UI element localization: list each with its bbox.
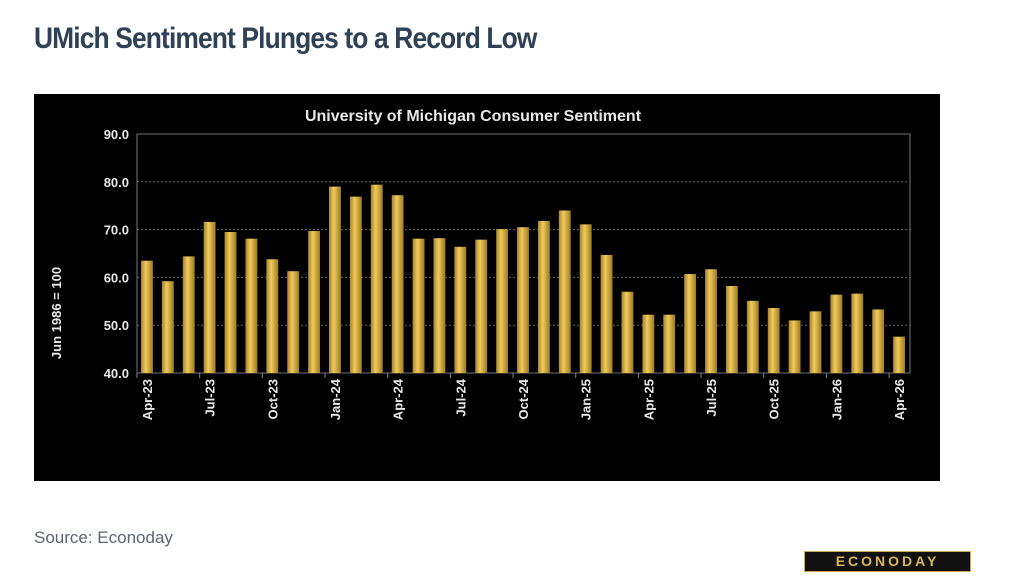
bar [266, 259, 279, 373]
headline: UMich Sentiment Plunges to a Record Low [34, 22, 537, 55]
bar [684, 274, 697, 373]
bar [391, 195, 404, 373]
bar [245, 238, 258, 373]
bar [412, 238, 425, 373]
bar [621, 291, 634, 373]
y-tick-label: 70.0 [104, 223, 129, 238]
bar [433, 238, 446, 373]
bar [600, 254, 613, 373]
chart-panel: University of Michigan Consumer Sentimen… [34, 94, 971, 572]
x-tick-label: Jan-25 [579, 379, 594, 420]
x-tick-label: Jan-24 [328, 378, 343, 420]
y-tick-label: 50.0 [104, 318, 129, 333]
chart-title: University of Michigan Consumer Sentimen… [305, 108, 642, 125]
bar [725, 286, 738, 373]
bar [224, 231, 237, 373]
x-tick-label: Apr-25 [641, 379, 656, 420]
bar [475, 239, 488, 373]
y-tick-label: 90.0 [104, 127, 129, 142]
bar [349, 196, 362, 373]
bar [746, 300, 759, 373]
bar [893, 336, 905, 373]
bar [767, 307, 780, 373]
source-note: Source: Econoday [34, 528, 173, 547]
bar [203, 221, 216, 373]
bar [872, 309, 885, 373]
bar [851, 293, 864, 373]
x-tick-label: Jul-25 [704, 379, 719, 417]
bar [830, 294, 843, 373]
bar [537, 220, 550, 373]
bar [558, 210, 571, 373]
bar [141, 260, 153, 373]
x-tick-label: Jul-24 [453, 378, 468, 416]
x-tick-label: Apr-26 [892, 379, 907, 420]
x-tick-label: Oct-24 [516, 378, 531, 419]
x-tick-label: Oct-25 [767, 379, 782, 419]
bar-chart: University of Michigan Consumer Sentimen… [49, 108, 911, 420]
bar [809, 311, 822, 373]
bar [308, 231, 321, 373]
bar [329, 186, 341, 373]
y-axis-label: Jun 1986 = 100 [49, 267, 64, 359]
x-tick-label: Oct-23 [265, 379, 280, 419]
bar [182, 256, 195, 373]
bar [579, 224, 592, 373]
bar [287, 271, 300, 373]
bar [642, 314, 655, 373]
bar [517, 227, 529, 373]
x-tick-label: Apr-23 [140, 379, 155, 420]
econoday-logo: ECONODAY [804, 551, 971, 572]
bar [496, 229, 509, 373]
y-tick-label: 60.0 [104, 270, 129, 285]
bar [370, 184, 383, 373]
y-tick-label: 40.0 [104, 366, 129, 381]
x-tick-label: Apr-24 [391, 378, 406, 420]
x-tick-label: Jul-23 [203, 379, 218, 417]
x-tick-label: Jan-26 [829, 379, 844, 420]
bar [788, 320, 801, 373]
bar [454, 246, 467, 373]
bar [705, 269, 717, 373]
bar [663, 314, 676, 373]
y-tick-label: 80.0 [104, 175, 129, 190]
bar [161, 281, 174, 373]
